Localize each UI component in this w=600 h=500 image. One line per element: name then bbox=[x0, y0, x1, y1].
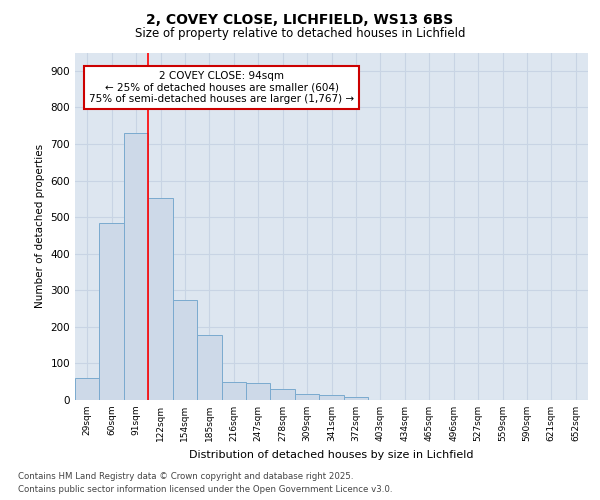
Bar bbox=[75, 378, 100, 400]
Text: Size of property relative to detached houses in Lichfield: Size of property relative to detached ho… bbox=[135, 28, 465, 40]
Text: Contains public sector information licensed under the Open Government Licence v3: Contains public sector information licen… bbox=[18, 485, 392, 494]
Bar bbox=[319, 395, 344, 400]
Bar bbox=[271, 389, 295, 400]
Bar bbox=[246, 383, 271, 400]
Bar bbox=[148, 198, 173, 400]
Bar bbox=[295, 394, 319, 400]
Bar bbox=[100, 224, 124, 400]
Bar bbox=[173, 300, 197, 400]
Bar bbox=[124, 133, 148, 400]
Text: 2, COVEY CLOSE, LICHFIELD, WS13 6BS: 2, COVEY CLOSE, LICHFIELD, WS13 6BS bbox=[146, 12, 454, 26]
Text: 2 COVEY CLOSE: 94sqm
← 25% of detached houses are smaller (604)
75% of semi-deta: 2 COVEY CLOSE: 94sqm ← 25% of detached h… bbox=[89, 71, 354, 104]
Bar bbox=[344, 398, 368, 400]
Text: Contains HM Land Registry data © Crown copyright and database right 2025.: Contains HM Land Registry data © Crown c… bbox=[18, 472, 353, 481]
Y-axis label: Number of detached properties: Number of detached properties bbox=[35, 144, 45, 308]
Bar bbox=[197, 336, 221, 400]
X-axis label: Distribution of detached houses by size in Lichfield: Distribution of detached houses by size … bbox=[189, 450, 474, 460]
Bar bbox=[221, 382, 246, 400]
